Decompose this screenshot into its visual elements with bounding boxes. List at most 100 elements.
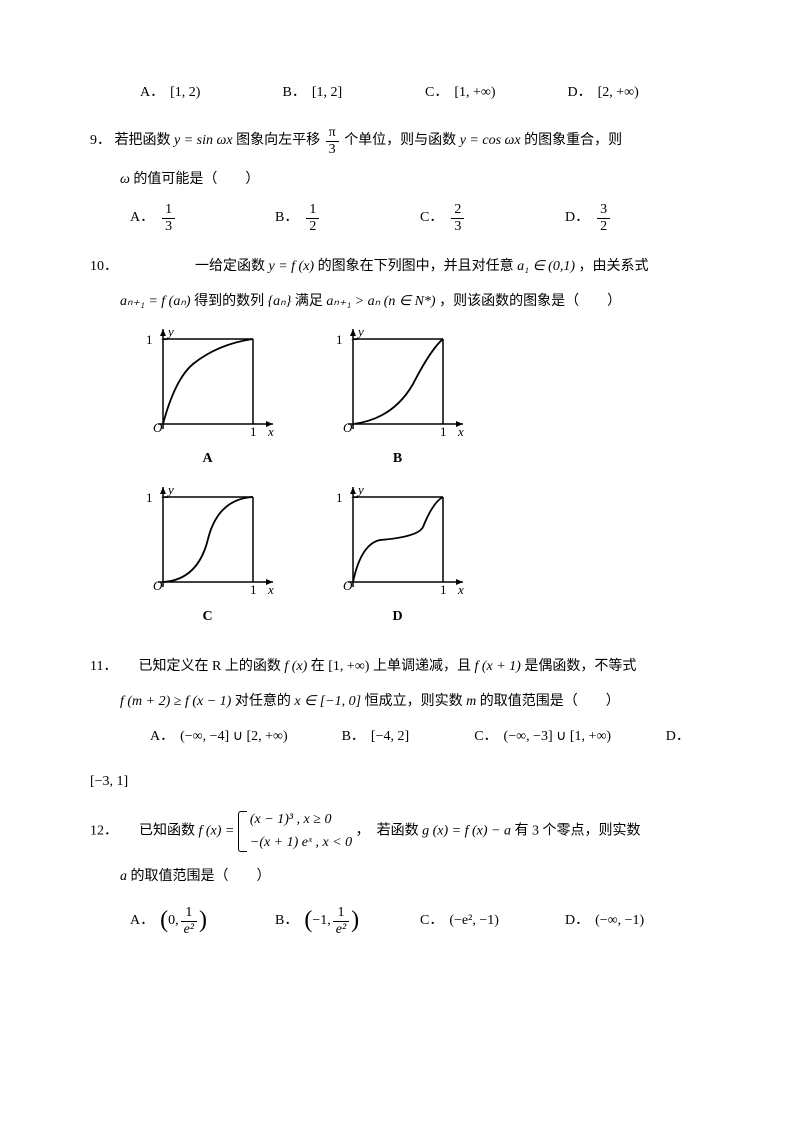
q11-option-B: B． [−4, 2] bbox=[342, 724, 475, 749]
text: 恒成立，则实数 bbox=[365, 694, 463, 709]
axis-one-label: 1 bbox=[440, 582, 447, 597]
q8-option-A: A． [1, 2) bbox=[140, 80, 283, 105]
first: −1, bbox=[312, 908, 330, 933]
axis-y-label: y bbox=[356, 482, 364, 497]
axis-x-label: x bbox=[457, 424, 464, 439]
math: g (x) = f (x) − a bbox=[422, 824, 511, 839]
q11-B-value: [−4, 2] bbox=[371, 724, 409, 749]
math: f (x + 1) bbox=[474, 659, 520, 674]
q8-options: A． [1, 2) B． [1, 2] C． [1, +∞) D． [2, +∞… bbox=[140, 80, 710, 105]
q12-option-A: A． ( 0, 1 e² ) bbox=[130, 899, 275, 942]
math: m bbox=[466, 694, 476, 709]
q12-options: A． ( 0, 1 e² ) B． ( −1, 1 e² ) C． (−e², … bbox=[130, 899, 710, 942]
math: f (x) bbox=[284, 659, 307, 674]
q12-stem-line2: a 的取值范围是（ ） bbox=[120, 864, 710, 889]
q8-A-value: [1, 2) bbox=[170, 80, 200, 105]
text: 是偶函数，不等式 bbox=[524, 659, 636, 674]
axis-one-label: 1 bbox=[440, 424, 447, 439]
q12-option-C: C． (−e², −1) bbox=[420, 899, 565, 942]
option-label: A． bbox=[130, 205, 154, 230]
math: f (x) = bbox=[199, 824, 235, 839]
q12-D-value: (−∞, −1) bbox=[595, 908, 644, 933]
q12-option-B: B． ( −1, 1 e² ) bbox=[275, 899, 420, 942]
q11-A-value: (−∞, −4] ∪ [2, +∞) bbox=[180, 724, 288, 749]
numerator: 1 bbox=[162, 202, 175, 218]
option-label: D． bbox=[565, 908, 589, 933]
math: x ∈ [−1, 0] bbox=[294, 694, 361, 709]
axis-O-label: O bbox=[343, 578, 353, 593]
text: 满足 bbox=[295, 294, 323, 309]
q9-stem: 9． 若把函数 y = sin ωx 图象向左平移 π 3 个单位，则与函数 y… bbox=[90, 125, 710, 157]
option-label: A． bbox=[140, 80, 164, 105]
graph-B-svg: O 1 − 1 x y bbox=[323, 324, 473, 444]
q8-C-value: [1, +∞) bbox=[454, 80, 495, 105]
axis-one-label: 1 bbox=[146, 332, 153, 347]
option-label: A． bbox=[130, 908, 154, 933]
text: ，则该函数的图象是（ ） bbox=[439, 294, 621, 309]
piece1: (x − 1)³ , x ≥ 0 bbox=[250, 809, 352, 831]
numerator: 2 bbox=[451, 202, 464, 218]
axis-O-label: O bbox=[153, 578, 163, 593]
math: f (m + 2) ≥ f (x − 1) bbox=[120, 694, 231, 709]
q11-option-A: A． (−∞, −4] ∪ [2, +∞) bbox=[150, 724, 342, 749]
numerator: 1 bbox=[306, 202, 319, 218]
q10-number: 10． bbox=[90, 259, 118, 274]
graph-D: O 1 − 1 x y D bbox=[310, 482, 485, 629]
denominator: 3 bbox=[162, 219, 175, 234]
math: ω bbox=[120, 172, 130, 187]
q11-options-row1: A． (−∞, −4] ∪ [2, +∞) B． [−4, 2] C． (−∞,… bbox=[150, 724, 710, 749]
q8-option-D: D． [2, +∞) bbox=[568, 80, 711, 105]
option-label: C． bbox=[420, 908, 443, 933]
q8-option-C: C． [1, +∞) bbox=[425, 80, 568, 105]
q11-stem: 11． 已知定义在 R 上的函数 f (x) 在 [1, +∞) 上单调递减，且… bbox=[90, 654, 710, 679]
option-label: A． bbox=[150, 724, 174, 749]
text: 的值可能是（ ） bbox=[133, 172, 259, 187]
axis-one-label: 1 bbox=[336, 490, 343, 505]
math: aₙ₊₁ > aₙ (n ∈ N*) bbox=[326, 294, 435, 309]
text: 在 bbox=[311, 659, 325, 674]
option-label: B． bbox=[283, 80, 306, 105]
text: ，由关系式 bbox=[578, 259, 648, 274]
q11-stem-line2: f (m + 2) ≥ f (x − 1) 对任意的 x ∈ [−1, 0] 恒… bbox=[120, 689, 710, 714]
math: y = f (x) bbox=[269, 259, 315, 274]
paren-open: ( bbox=[304, 899, 312, 942]
text: 有 bbox=[515, 824, 529, 839]
math: a₁ ∈ (0,1) bbox=[517, 259, 575, 274]
option-label: B． bbox=[275, 908, 298, 933]
q8-D-value: [2, +∞) bbox=[598, 80, 639, 105]
q11-option-D-label: D． bbox=[666, 724, 710, 749]
gap bbox=[122, 259, 192, 274]
gap bbox=[122, 824, 136, 839]
option-label: D． bbox=[666, 724, 690, 749]
text: 图象向左平移 bbox=[236, 133, 320, 148]
q12-option-D: D． (−∞, −1) bbox=[565, 899, 710, 942]
axis-O-label: O bbox=[343, 420, 353, 435]
piecewise: (x − 1)³ , x ≥ 0 −(x + 1) eˣ , x < 0 bbox=[238, 809, 352, 854]
graph-A-svg: O 1 − 1 x y bbox=[133, 324, 283, 444]
q10-stem: 10． 一给定函数 y = f (x) 的图象在下列图中，并且对任意 a₁ ∈ … bbox=[90, 254, 710, 279]
denominator: 2 bbox=[306, 219, 319, 234]
q10-graphs: O 1 − 1 x y A O 1 − 1 x y B bbox=[120, 324, 520, 638]
option-label: C． bbox=[425, 80, 448, 105]
math: y = sin ωx bbox=[174, 133, 233, 148]
paren-close: ) bbox=[199, 899, 207, 942]
option-label: B． bbox=[342, 724, 365, 749]
text: 对任意的 bbox=[235, 694, 291, 709]
fraction: π 3 bbox=[326, 125, 339, 157]
axis-one-label: 1 bbox=[336, 332, 343, 347]
text: 的取值范围是（ ） bbox=[131, 869, 271, 884]
text: 的取值范围是（ ） bbox=[480, 694, 620, 709]
paren-close: ) bbox=[351, 899, 359, 942]
q9-option-A: A． 1 3 bbox=[130, 202, 275, 234]
piece2: −(x + 1) eˣ , x < 0 bbox=[250, 832, 352, 854]
axis-one-label: 1 bbox=[250, 582, 257, 597]
q9-stem-line2: ω 的值可能是（ ） bbox=[120, 167, 710, 192]
text: 上的函数 bbox=[225, 659, 281, 674]
fraction: 2 3 bbox=[451, 202, 464, 234]
denominator: 2 bbox=[597, 219, 610, 234]
graph-B: O 1 − 1 x y B bbox=[310, 324, 485, 471]
fraction: 3 2 bbox=[597, 202, 610, 234]
q8-B-value: [1, 2] bbox=[312, 80, 342, 105]
graph-D-label: D bbox=[310, 604, 485, 629]
graph-C-label: C bbox=[120, 604, 295, 629]
